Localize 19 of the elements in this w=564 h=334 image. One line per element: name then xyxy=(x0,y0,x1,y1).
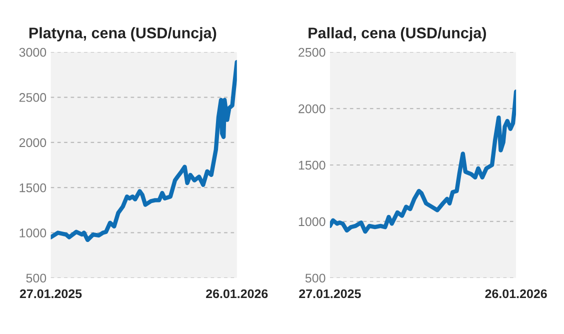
chart-title: Platyna, cena (USD/uncja) xyxy=(29,27,216,42)
y-tick-label: 1500 xyxy=(298,160,326,170)
x-tick-label: 26.01.2026 xyxy=(206,289,268,298)
y-tick-label: 500 xyxy=(305,274,326,283)
y-tick-label: 2500 xyxy=(298,48,326,57)
line-series xyxy=(330,90,516,234)
x-tick-label: 26.01.2026 xyxy=(485,289,547,298)
x-tick-label: 27.01.2025 xyxy=(299,289,361,298)
y-tick-label: 2000 xyxy=(298,104,326,114)
y-tick-label: 1500 xyxy=(20,183,46,192)
y-tick-label: 2000 xyxy=(19,138,46,148)
y-tick-label: 1000 xyxy=(20,228,46,238)
y-tick-label: 1000 xyxy=(298,217,326,226)
y-tick-label: 2500 xyxy=(19,93,46,102)
y-tick-label: 3000 xyxy=(19,48,46,57)
x-tick-label: 27.01.2025 xyxy=(20,289,82,298)
chart-title: Pallad, cena (USD/uncja) xyxy=(308,27,486,42)
line-series xyxy=(50,60,237,242)
y-tick-label: 500 xyxy=(26,274,46,283)
